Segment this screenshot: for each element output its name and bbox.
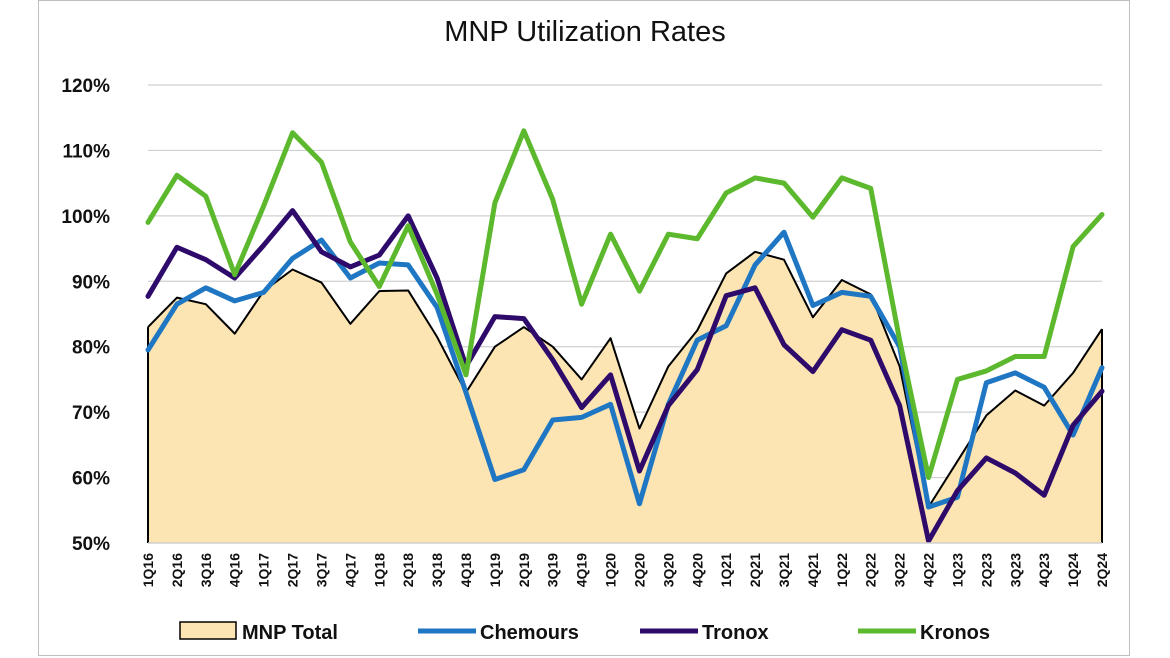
x-tick-label: 3Q21 — [776, 553, 792, 587]
y-tick-label: 90% — [72, 272, 110, 293]
x-tick-label: 3Q20 — [660, 553, 676, 587]
x-tick-label: 3Q17 — [313, 553, 329, 587]
series-line-mnp-total — [147, 250, 1103, 509]
x-tick-label: 4Q17 — [342, 553, 358, 587]
x-tick-label: 3Q22 — [892, 553, 908, 587]
x-tick-label: 3Q18 — [429, 553, 445, 587]
x-tick-label: 1Q18 — [371, 553, 387, 587]
series-line-tronox — [145, 208, 1105, 544]
y-tick-label: 100% — [61, 207, 110, 228]
series-line-kronos — [145, 128, 1105, 481]
area-layer — [147, 250, 1103, 543]
legend-label-tronox: Tronox — [702, 622, 769, 644]
x-tick-label: 1Q16 — [140, 553, 156, 587]
x-tick-label: 1Q20 — [603, 553, 619, 587]
x-tick-label: 2Q23 — [978, 553, 994, 587]
lines-layer — [145, 128, 1105, 544]
chart-title: MNP Utilization Rates — [444, 16, 726, 48]
y-axis-ticks: 50% 60% 70% 80% 90% 100% 110% 120% — [61, 76, 110, 555]
x-tick-label: 3Q23 — [1007, 553, 1023, 587]
x-tick-label: 3Q16 — [198, 553, 214, 587]
legend-swatch-mnp-total — [179, 621, 237, 640]
x-axis-ticks: 1Q16 2Q16 3Q16 4Q16 1Q17 2Q17 3Q17 4Q17 1Q18 2Q18… — [140, 553, 1110, 587]
x-tick-label: 1Q21 — [718, 553, 734, 587]
legend-label-kronos: Kronos — [920, 622, 990, 644]
x-tick-label: 1Q22 — [834, 553, 850, 587]
x-tick-label: 4Q18 — [458, 553, 474, 587]
y-tick-label: 120% — [61, 76, 110, 97]
x-tick-label: 1Q23 — [949, 553, 965, 587]
y-tick-label: 80% — [72, 338, 110, 359]
series-line-chemours — [145, 229, 1105, 510]
legend-label-chemours: Chemours — [480, 622, 579, 644]
x-tick-label: 4Q16 — [227, 553, 243, 587]
x-tick-label: 2Q17 — [285, 553, 301, 587]
area-fill-mnp-total — [148, 251, 1102, 543]
x-tick-label: 2Q18 — [400, 553, 416, 587]
y-tick-label: 60% — [72, 469, 110, 490]
x-tick-label: 1Q24 — [1065, 553, 1081, 587]
x-tick-label: 2Q16 — [169, 553, 185, 587]
legend-label-mnp-total: MNP Total — [242, 622, 338, 644]
x-tick-label: 2Q19 — [516, 553, 532, 587]
y-tick-label: 70% — [72, 403, 110, 424]
x-tick-label: 1Q17 — [256, 553, 272, 587]
x-tick-label: 4Q19 — [574, 553, 590, 587]
x-tick-label: 4Q23 — [1036, 553, 1052, 587]
x-tick-label: 2Q20 — [631, 553, 647, 587]
x-tick-label: 3Q19 — [545, 553, 561, 587]
x-tick-label: 4Q22 — [921, 553, 937, 587]
y-tick-label: 110% — [62, 141, 110, 162]
x-tick-label: 2Q22 — [863, 553, 879, 587]
x-tick-label: 4Q21 — [805, 553, 821, 587]
x-tick-label: 4Q20 — [689, 553, 705, 587]
legend: MNP Total Chemours Tronox Kronos — [179, 621, 990, 644]
y-tick-label: 50% — [72, 534, 110, 555]
x-tick-label: 1Q19 — [487, 553, 503, 587]
x-tick-label: 2Q24 — [1094, 553, 1110, 587]
x-tick-label: 2Q21 — [747, 553, 763, 587]
